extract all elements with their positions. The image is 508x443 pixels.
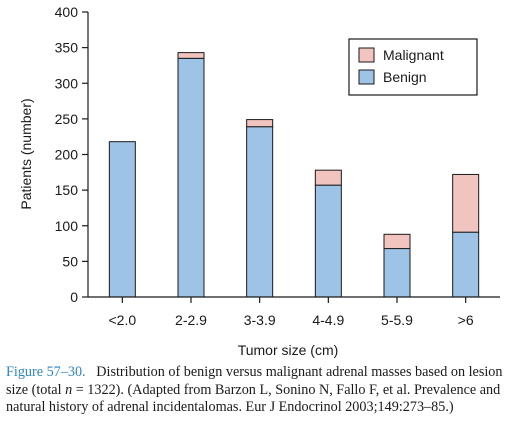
y-axis-label: Patients (number) (18, 98, 34, 209)
bar-benign-4 (383, 248, 411, 298)
legend-swatch-benign (358, 69, 375, 85)
legend: Malignant Benign (348, 38, 478, 96)
figure-caption: Figure 57–30. Distribution of benign ver… (6, 364, 506, 417)
y-tick-label: 200 (55, 147, 79, 163)
x-tick-label: 5-5.9 (381, 312, 413, 328)
y-tick-label: 300 (55, 75, 79, 91)
y-tick-label: 350 (55, 40, 79, 56)
legend-swatch-malignant (358, 47, 375, 63)
y-tick-label: 0 (70, 289, 78, 305)
x-tick-label: >6 (458, 312, 474, 328)
bar-benign-1 (177, 57, 205, 298)
bar-benign-3 (314, 184, 342, 298)
bar-benign-2 (246, 126, 274, 298)
bar-chart: 0 50 100 150 200 250 300 350 400 <2.0 2-2.9 3-3.9 4… (18, 4, 500, 358)
caption-text: Distribution of benign versus malignant … (6, 364, 503, 398)
bar-benign-0 (108, 141, 136, 298)
y-tick-label: 150 (55, 182, 79, 198)
caption-text-rest: = 1322). (Adapted from Barzon L, Sonino … (6, 381, 501, 416)
bar-malignant-1 (177, 52, 205, 59)
bar-malignant-2 (246, 119, 274, 128)
caption-figure-label: Figure 57–30. (6, 364, 86, 380)
y-tick-label: 400 (55, 4, 79, 20)
y-axis-ticks: 0 50 100 150 200 250 300 350 400 (55, 4, 88, 305)
x-tick-label: 3-3.9 (244, 312, 276, 328)
bars (108, 52, 480, 298)
legend-label-benign: Benign (383, 69, 427, 85)
x-axis-label: Tumor size (cm) (238, 342, 339, 358)
bar-malignant-5 (452, 173, 480, 233)
bar-benign-5 (452, 231, 480, 298)
y-tick-label: 250 (55, 111, 79, 127)
x-axis-ticks: <2.0 2-2.9 3-3.9 4-4.9 5-5.9 >6 (109, 297, 474, 328)
legend-label-malignant: Malignant (383, 47, 444, 63)
bar-malignant-4 (383, 233, 411, 250)
x-tick-label: <2.0 (109, 312, 137, 328)
x-tick-label: 4-4.9 (312, 312, 344, 328)
y-tick-label: 50 (62, 253, 78, 269)
caption-n-variable: n (65, 381, 73, 398)
bar-malignant-3 (314, 169, 342, 186)
x-tick-label: 2-2.9 (175, 312, 207, 328)
y-tick-label: 100 (55, 218, 79, 234)
